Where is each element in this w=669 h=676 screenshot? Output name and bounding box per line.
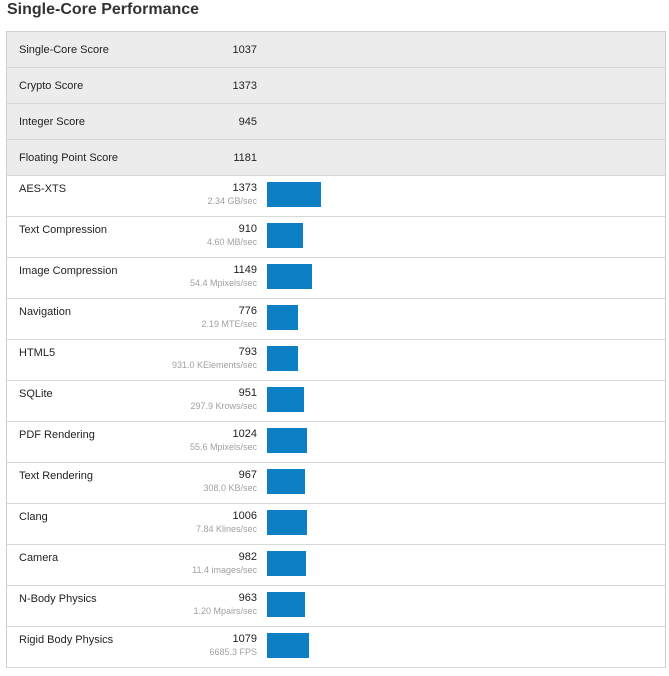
benchmark-row: Clang 1006 7.84 Klines/sec (7, 504, 665, 545)
benchmark-rate: 2.19 MTE/sec (201, 319, 257, 329)
results-table: Single-Core Score 1037 Crypto Score 1373… (6, 31, 666, 668)
benchmark-score: 1079 (232, 633, 257, 645)
benchmark-rate: 2.34 GB/sec (207, 196, 257, 206)
benchmark-score: 951 (238, 387, 257, 399)
benchmark-rate: 6685.3 FPS (209, 647, 257, 657)
benchmark-name: SQLite (19, 388, 53, 400)
benchmark-rate: 931.0 KElements/sec (171, 360, 257, 370)
summary-value: 1181 (233, 152, 257, 164)
benchmark-row: Text Rendering 967 308.0 KB/sec (7, 463, 665, 504)
summary-row: Single-Core Score 1037 (7, 32, 665, 68)
benchmark-bar (267, 223, 303, 248)
benchmark-name: Text Compression (19, 224, 108, 236)
benchmark-row: Text Compression 910 4.60 MB/sec (7, 217, 665, 258)
benchmark-row: N-Body Physics 963 1.20 Mpairs/sec (7, 586, 665, 627)
benchmark-name: Image Compression (19, 265, 118, 277)
summary-value: 1037 (232, 44, 257, 56)
benchmark-rate: 4.60 MB/sec (206, 237, 257, 247)
summary-value: 1373 (232, 80, 257, 92)
benchmark-name: Rigid Body Physics (19, 634, 114, 646)
benchmark-bar (267, 428, 307, 453)
benchmark-bar (267, 469, 305, 494)
benchmark-bar (267, 387, 304, 412)
benchmark-score: 1024 (232, 428, 257, 440)
benchmark-score: 963 (238, 592, 257, 604)
benchmark-bar (267, 510, 307, 535)
summary-label: Floating Point Score (19, 152, 119, 164)
benchmark-bar (267, 346, 298, 371)
benchmark-bar (267, 305, 298, 330)
summary-row: Integer Score 945 (7, 104, 665, 140)
benchmark-name: Text Rendering (19, 470, 93, 482)
benchmark-name: HTML5 (19, 347, 56, 359)
benchmark-name: PDF Rendering (19, 429, 95, 441)
benchmark-rate: 1.20 Mpairs/sec (193, 606, 257, 616)
benchmark-row: PDF Rendering 1024 55.6 Mpixels/sec (7, 422, 665, 463)
benchmark-rate: 297.9 Krows/sec (190, 401, 257, 411)
benchmark-row: HTML5 793 931.0 KElements/sec (7, 340, 665, 381)
benchmark-bar (267, 264, 312, 289)
benchmark-score: 776 (238, 305, 257, 317)
benchmark-score: 982 (238, 551, 257, 563)
benchmark-row: Camera 982 11.4 images/sec (7, 545, 665, 586)
benchmark-score: 910 (238, 223, 257, 235)
benchmark-rate: 55.6 Mpixels/sec (189, 442, 257, 452)
benchmark-name: Camera (19, 552, 59, 564)
benchmark-score: 793 (238, 346, 257, 358)
benchmark-row: Image Compression 1149 54.4 Mpixels/sec (7, 258, 665, 299)
summary-row: Crypto Score 1373 (7, 68, 665, 104)
benchmark-rate: 7.84 Klines/sec (195, 524, 257, 534)
summary-row: Floating Point Score 1181 (7, 140, 665, 176)
summary-label: Integer Score (19, 116, 86, 128)
benchmark-bar (267, 182, 321, 207)
benchmark-score: 1149 (233, 264, 257, 276)
summary-label: Single-Core Score (19, 44, 109, 56)
benchmark-name: Clang (19, 511, 48, 523)
benchmark-name: Navigation (19, 306, 71, 318)
benchmark-score: 967 (238, 469, 257, 481)
benchmark-row: AES-XTS 1373 2.34 GB/sec (7, 176, 665, 217)
summary-label: Crypto Score (19, 80, 84, 92)
benchmark-row: Rigid Body Physics 1079 6685.3 FPS (7, 627, 665, 668)
benchmark-rate: 54.4 Mpixels/sec (189, 278, 257, 288)
summary-value: 945 (238, 116, 257, 128)
benchmark-name: N-Body Physics (19, 593, 97, 605)
page-title: Single-Core Performance (7, 1, 200, 18)
benchmark-rate: 308.0 KB/sec (203, 483, 257, 493)
benchmark-bar (267, 633, 309, 658)
benchmark-bar (267, 551, 306, 576)
benchmark-name: AES-XTS (19, 183, 67, 195)
benchmark-score: 1373 (232, 182, 257, 194)
benchmark-rate: 11.4 images/sec (192, 565, 257, 575)
benchmark-row: Navigation 776 2.19 MTE/sec (7, 299, 665, 340)
benchmark-bar (267, 592, 305, 617)
benchmark-score: 1006 (232, 510, 257, 522)
benchmark-row: SQLite 951 297.9 Krows/sec (7, 381, 665, 422)
